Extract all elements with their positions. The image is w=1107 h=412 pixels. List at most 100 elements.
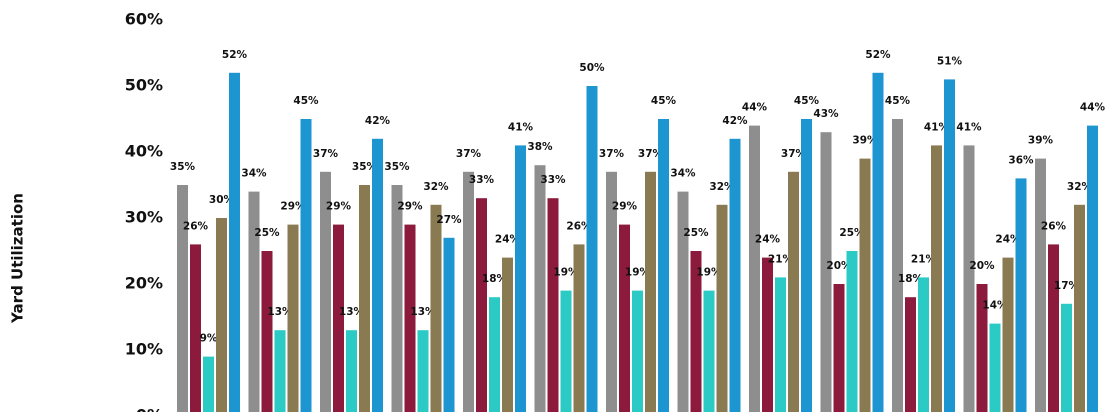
value-label: 41% xyxy=(956,121,982,133)
value-label: 13% xyxy=(339,306,365,318)
bar xyxy=(463,171,474,412)
bar xyxy=(989,323,1001,412)
y-tick-label: 60% xyxy=(125,10,163,29)
value-label: 42% xyxy=(365,115,391,127)
value-label: 37% xyxy=(456,148,482,160)
bar xyxy=(918,277,929,412)
bar xyxy=(931,145,942,412)
value-label: 14% xyxy=(982,300,1008,312)
value-label: 25% xyxy=(839,227,865,239)
y-tick-label: 0% xyxy=(136,406,163,412)
value-label: 29% xyxy=(280,201,306,213)
value-label: 25% xyxy=(254,227,280,239)
value-label: 26% xyxy=(566,220,592,232)
bar xyxy=(320,171,331,412)
value-label: 24% xyxy=(995,234,1021,246)
bar xyxy=(1015,178,1027,412)
bar xyxy=(534,165,546,412)
bar xyxy=(586,86,598,412)
bar xyxy=(833,284,845,412)
value-label: 17% xyxy=(1054,280,1080,292)
bar xyxy=(300,119,312,412)
bar xyxy=(1002,257,1014,412)
bar xyxy=(1048,244,1059,412)
value-label: 52% xyxy=(222,49,248,61)
value-label: 21% xyxy=(911,253,937,265)
bar xyxy=(944,79,955,412)
value-label: 20% xyxy=(826,260,852,272)
bar xyxy=(963,145,975,412)
value-label: 32% xyxy=(709,181,735,193)
bar xyxy=(229,72,240,412)
value-label: 20% xyxy=(969,260,995,272)
bar xyxy=(976,284,988,412)
value-label: 24% xyxy=(495,234,521,246)
bar xyxy=(476,198,487,412)
value-label: 43% xyxy=(813,108,839,120)
value-label: 35% xyxy=(384,161,410,173)
bar xyxy=(359,185,370,412)
bar xyxy=(346,330,357,412)
value-label: 35% xyxy=(352,161,378,173)
value-label: 13% xyxy=(410,306,436,318)
value-label: 21% xyxy=(768,253,794,265)
value-label: 42% xyxy=(722,115,748,127)
bar xyxy=(261,251,273,412)
value-label: 29% xyxy=(612,201,638,213)
y-tick-label: 20% xyxy=(125,274,163,293)
bar xyxy=(404,224,416,412)
value-label: 34% xyxy=(241,168,267,180)
bar xyxy=(443,237,455,412)
value-label: 51% xyxy=(937,55,963,67)
bar xyxy=(515,145,526,412)
bar xyxy=(489,297,500,412)
value-label: 38% xyxy=(527,141,553,153)
value-label: 41% xyxy=(508,121,534,133)
value-label: 45% xyxy=(651,95,677,107)
bar xyxy=(547,198,559,412)
value-label: 18% xyxy=(898,273,924,285)
value-label: 37% xyxy=(599,148,625,160)
value-label: 19% xyxy=(696,267,722,279)
value-label: 37% xyxy=(638,148,664,160)
value-label: 37% xyxy=(781,148,807,160)
bar xyxy=(573,244,585,412)
bar xyxy=(703,290,715,412)
bar xyxy=(216,218,227,412)
bar xyxy=(892,119,903,412)
value-label: 37% xyxy=(313,148,339,160)
y-tick-label: 30% xyxy=(125,208,163,227)
value-label: 39% xyxy=(1028,135,1054,147)
value-label: 45% xyxy=(293,95,319,107)
value-label: 19% xyxy=(625,267,651,279)
bar xyxy=(1074,204,1085,412)
value-label: 30% xyxy=(209,194,235,206)
y-tick-label: 50% xyxy=(125,76,163,95)
bar xyxy=(658,119,669,412)
value-label: 36% xyxy=(1008,154,1034,166)
bar xyxy=(859,158,871,412)
bar xyxy=(788,171,799,412)
value-label: 18% xyxy=(482,273,508,285)
bar xyxy=(729,138,741,412)
bar xyxy=(1087,125,1098,412)
bar xyxy=(203,356,214,412)
value-label: 26% xyxy=(183,220,209,232)
bar xyxy=(417,330,429,412)
bar xyxy=(645,171,656,412)
bar xyxy=(905,297,916,412)
bar xyxy=(775,277,786,412)
value-label: 9% xyxy=(200,333,218,345)
bar xyxy=(1035,158,1046,412)
value-label: 29% xyxy=(397,201,423,213)
bar xyxy=(372,138,383,412)
value-label: 44% xyxy=(742,102,768,114)
bar xyxy=(677,191,689,412)
bar xyxy=(502,257,513,412)
value-label: 26% xyxy=(1041,220,1067,232)
value-label: 32% xyxy=(1067,181,1093,193)
bar xyxy=(872,72,884,412)
value-label: 45% xyxy=(794,95,820,107)
bar xyxy=(274,330,286,412)
